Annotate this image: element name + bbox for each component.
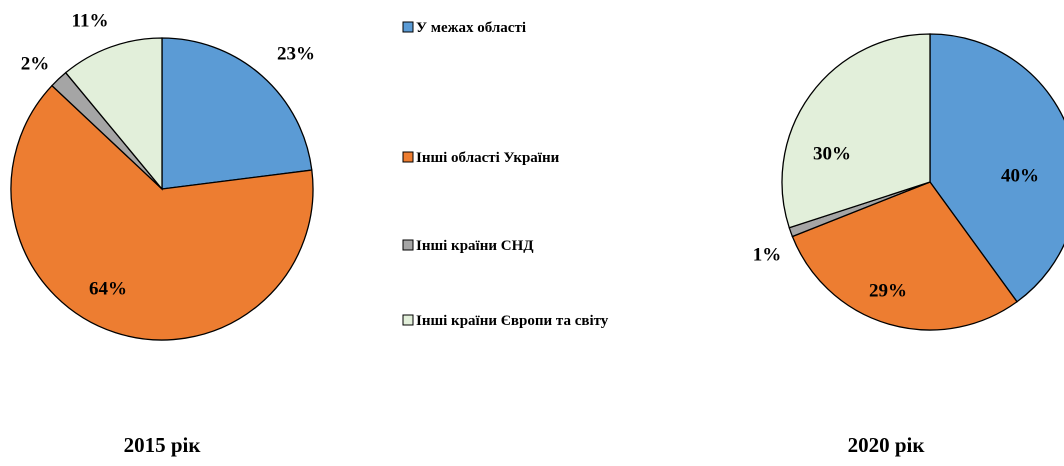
data-label: 2%	[21, 53, 50, 74]
data-label: 64%	[89, 278, 127, 299]
pie-slice	[791, 181, 1018, 331]
pie-slice	[161, 37, 313, 190]
pie-slice	[64, 37, 163, 191]
data-label: 23%	[277, 43, 315, 64]
legend-label: Інші країни Європи та світу	[416, 313, 609, 329]
legend-label: У межах області	[416, 20, 526, 36]
legend-swatch	[402, 239, 414, 251]
pie-slice	[929, 33, 1064, 303]
chart-title: 2015 рік	[124, 433, 202, 457]
legend-label: Інші країни СНД	[416, 238, 534, 254]
pie-slice	[781, 33, 931, 229]
data-label: 1%	[753, 244, 782, 265]
legend-label: Інші області України	[416, 150, 560, 166]
data-label: 30%	[813, 143, 851, 164]
chart-title: 2020 рік	[848, 433, 926, 457]
data-label: 29%	[869, 280, 907, 301]
legend-swatch	[402, 21, 414, 33]
legend-swatch	[402, 151, 414, 163]
legend-swatch	[402, 314, 414, 326]
data-label: 40%	[1001, 165, 1039, 186]
pie-slice	[10, 84, 314, 341]
data-label: 11%	[72, 10, 109, 31]
